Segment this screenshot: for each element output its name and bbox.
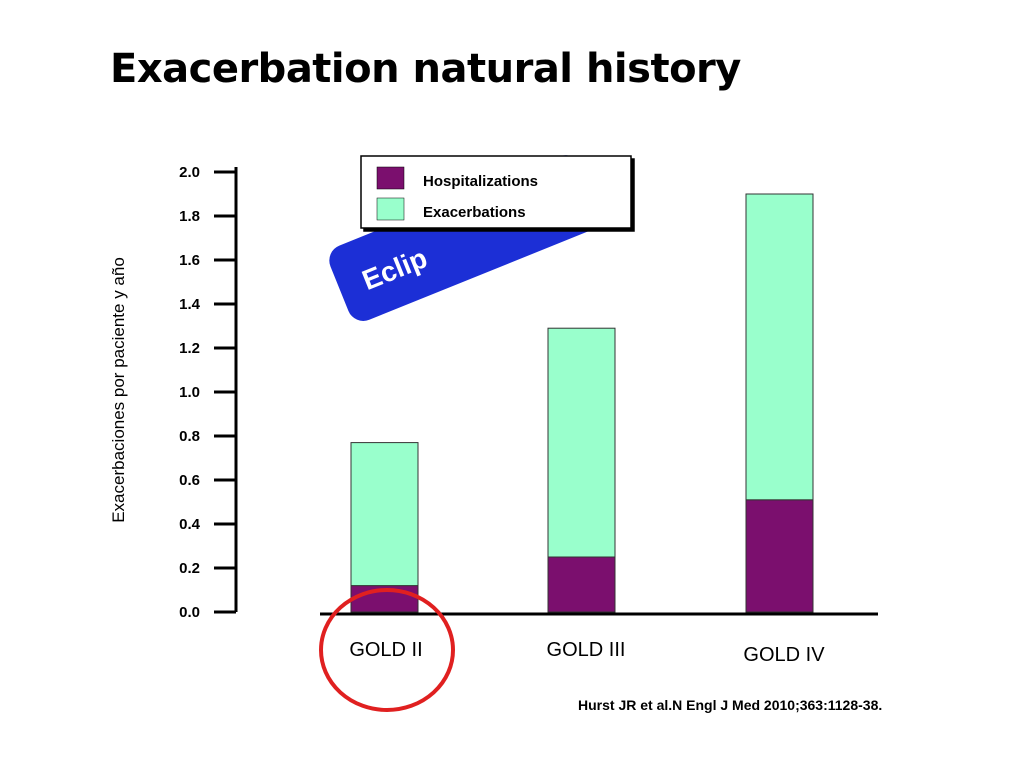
category-label-gold-iii: GOLD III <box>547 639 626 661</box>
bar-exacerbations-gold-iii <box>547 327 616 558</box>
y-tick-label-3: 0.6 <box>179 472 200 489</box>
y-tick-label-5: 1.0 <box>179 384 200 401</box>
y-tick-label-4: 0.8 <box>179 428 200 445</box>
legend-label-exacerbations: Exacerbations <box>423 204 526 221</box>
y-tick-label-0: 0.0 <box>179 604 200 621</box>
y-axis-labels: 0.0 0.2 0.4 0.6 0.8 1.0 1.2 1.4 1.6 1.8 2.0 <box>179 164 201 621</box>
bar-hospitalizations-gold-iii <box>547 556 616 613</box>
category-label-gold-iv: GOLD IV <box>743 644 825 666</box>
legend-swatch-hospitalizations <box>376 166 405 190</box>
bar-exacerbations-gold-iv <box>745 193 814 501</box>
legend-swatch-exacerbations <box>376 197 405 221</box>
y-tick-label-8: 1.6 <box>179 252 200 269</box>
y-tick-label-7: 1.4 <box>179 296 201 313</box>
legend-label-hospitalizations: Hospitalizations <box>423 173 538 190</box>
y-tick-label-6: 1.2 <box>179 340 200 357</box>
category-labels: GOLD II GOLD III GOLD IV <box>349 639 825 666</box>
legend: Hospitalizations Exacerbations <box>360 155 632 229</box>
gold-ii-highlight-circle <box>319 588 455 712</box>
y-tick-label-10: 2.0 <box>179 164 200 181</box>
y-tick-label-2: 0.4 <box>179 516 201 533</box>
legend-box <box>360 155 632 229</box>
bar-exacerbations-gold-ii <box>350 442 419 587</box>
y-tick-label-9: 1.8 <box>179 208 200 225</box>
citation: Hurst JR et al.N Engl J Med 2010;363:112… <box>578 697 883 713</box>
y-axis-title: Exacerbaciones por paciente y año <box>109 257 128 523</box>
y-axis-ticks <box>214 170 236 614</box>
category-label-gold-ii: GOLD II <box>349 639 422 661</box>
bars <box>350 193 814 613</box>
bar-hospitalizations-gold-iv <box>745 499 814 613</box>
y-tick-label-1: 0.2 <box>179 560 200 577</box>
slide-title: Exacerbation natural history <box>110 46 741 92</box>
